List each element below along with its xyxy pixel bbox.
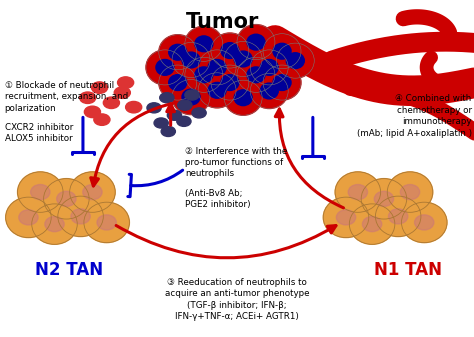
Text: CXCR2 inhibitor
ALOX5 inhibitor: CXCR2 inhibitor ALOX5 inhibitor — [5, 123, 73, 144]
Circle shape — [178, 100, 192, 110]
Ellipse shape — [19, 210, 38, 225]
Ellipse shape — [237, 25, 275, 60]
Ellipse shape — [169, 44, 187, 60]
Text: N2 TAN: N2 TAN — [35, 261, 103, 279]
Ellipse shape — [374, 191, 393, 206]
Ellipse shape — [159, 35, 197, 70]
Ellipse shape — [146, 50, 184, 85]
Circle shape — [160, 93, 174, 103]
Ellipse shape — [195, 67, 213, 83]
Ellipse shape — [70, 172, 115, 212]
Ellipse shape — [415, 215, 434, 230]
Text: (Anti-Bv8 Ab;
PGE2 inhibitor): (Anti-Bv8 Ab; PGE2 inhibitor) — [185, 189, 250, 209]
Ellipse shape — [387, 172, 433, 212]
Ellipse shape — [361, 179, 407, 219]
Ellipse shape — [185, 26, 223, 61]
Ellipse shape — [208, 60, 226, 75]
Circle shape — [154, 118, 168, 128]
Ellipse shape — [263, 34, 301, 69]
Ellipse shape — [18, 172, 63, 212]
Ellipse shape — [97, 215, 116, 230]
Ellipse shape — [211, 33, 249, 68]
Ellipse shape — [83, 185, 102, 200]
Ellipse shape — [156, 60, 174, 75]
Circle shape — [114, 87, 130, 98]
Circle shape — [192, 108, 206, 118]
Circle shape — [84, 106, 100, 118]
Ellipse shape — [31, 185, 50, 200]
Ellipse shape — [57, 191, 76, 206]
Circle shape — [126, 101, 142, 113]
Ellipse shape — [348, 185, 367, 200]
Ellipse shape — [363, 216, 382, 232]
Ellipse shape — [323, 197, 369, 238]
Ellipse shape — [45, 216, 64, 232]
Ellipse shape — [221, 75, 239, 90]
Ellipse shape — [58, 196, 103, 237]
Text: ① Blockade of neutrophil
recruitment, expansion, and
polarization: ① Blockade of neutrophil recruitment, ex… — [5, 81, 128, 113]
Circle shape — [147, 103, 161, 113]
Text: ③ Reeducation of neutrophils to
acquire an anti-tumor phenotype
(TGF-β inhibitor: ③ Reeducation of neutrophils to acquire … — [165, 278, 309, 321]
Ellipse shape — [273, 43, 291, 59]
Circle shape — [91, 82, 108, 93]
Ellipse shape — [44, 179, 89, 219]
Ellipse shape — [182, 52, 200, 68]
Ellipse shape — [172, 42, 210, 78]
Circle shape — [118, 77, 134, 88]
Ellipse shape — [169, 75, 187, 90]
Ellipse shape — [224, 41, 262, 76]
Ellipse shape — [349, 204, 395, 244]
Ellipse shape — [237, 57, 275, 92]
Circle shape — [161, 126, 175, 136]
Ellipse shape — [234, 51, 252, 67]
Ellipse shape — [286, 53, 304, 68]
Ellipse shape — [172, 80, 210, 115]
Ellipse shape — [198, 50, 236, 85]
Ellipse shape — [221, 43, 239, 58]
Ellipse shape — [247, 67, 265, 83]
Text: Tumor: Tumor — [186, 12, 259, 32]
Ellipse shape — [211, 65, 249, 100]
Ellipse shape — [260, 60, 278, 75]
Ellipse shape — [401, 185, 419, 200]
Ellipse shape — [401, 202, 447, 243]
Ellipse shape — [250, 73, 288, 109]
Ellipse shape — [335, 172, 381, 212]
Ellipse shape — [6, 197, 51, 238]
Ellipse shape — [273, 75, 291, 90]
Ellipse shape — [185, 57, 223, 92]
Ellipse shape — [84, 202, 129, 243]
Circle shape — [185, 90, 199, 100]
Ellipse shape — [276, 43, 314, 78]
Ellipse shape — [337, 210, 356, 225]
Ellipse shape — [198, 73, 236, 108]
Text: ② Interference with the
pro-tumor functions of
neutrophils: ② Interference with the pro-tumor functi… — [185, 147, 287, 179]
Text: ④ Combined with
chemotherapy or
immunotherapy
(mAb; lipid A+oxaliplatin ): ④ Combined with chemotherapy or immunoth… — [356, 94, 472, 138]
Circle shape — [103, 97, 119, 109]
Ellipse shape — [375, 196, 421, 237]
Circle shape — [94, 114, 110, 125]
Circle shape — [177, 116, 191, 126]
Ellipse shape — [389, 209, 408, 224]
Ellipse shape — [250, 50, 288, 85]
Ellipse shape — [71, 209, 90, 224]
Ellipse shape — [263, 65, 301, 100]
Ellipse shape — [182, 89, 200, 105]
Ellipse shape — [208, 83, 226, 98]
Circle shape — [167, 110, 182, 120]
Ellipse shape — [195, 36, 213, 52]
Ellipse shape — [234, 90, 252, 105]
Circle shape — [80, 92, 96, 103]
Ellipse shape — [32, 204, 77, 244]
Ellipse shape — [260, 83, 278, 99]
Ellipse shape — [159, 65, 197, 100]
Ellipse shape — [224, 80, 262, 115]
Ellipse shape — [247, 34, 265, 50]
Text: N1 TAN: N1 TAN — [374, 261, 442, 279]
